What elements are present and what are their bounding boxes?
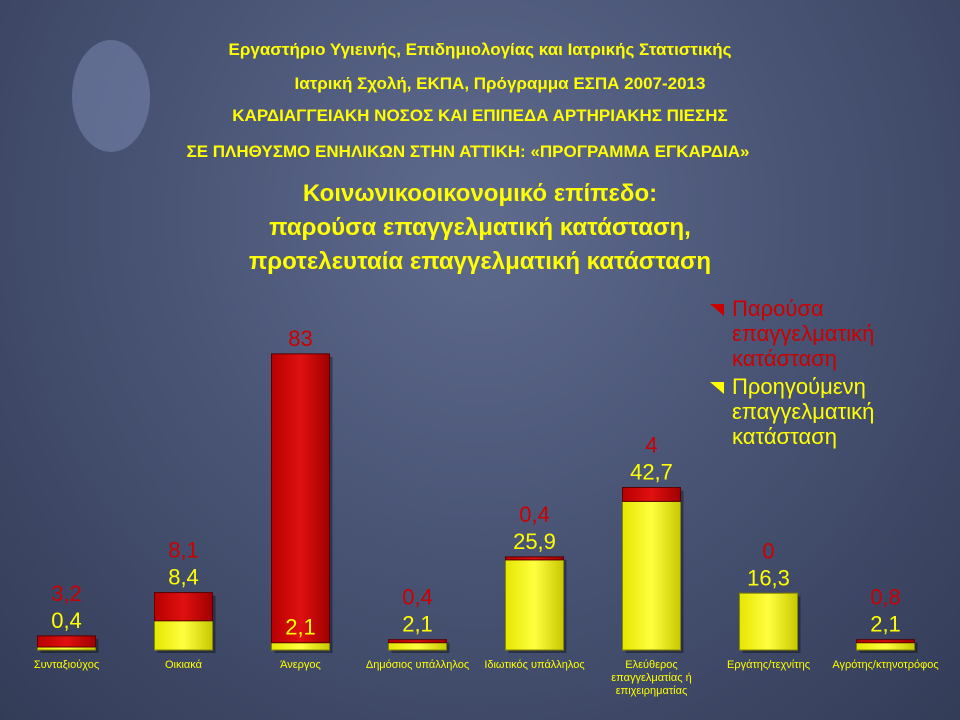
- bar-current: [388, 639, 447, 644]
- legend-label-previous-2: επαγγελματική: [732, 399, 875, 424]
- legend-label-current-3: κατάσταση: [732, 346, 838, 371]
- legend-label-previous-3: κατάσταση: [732, 424, 838, 449]
- chart-title-line-3: προτελευταία επαγγελματική κατάσταση: [248, 248, 712, 275]
- category-label: Ελεύθερος: [625, 659, 677, 671]
- bar-previous: [388, 642, 447, 651]
- category-label: Δημόσιος υπάλληλος: [366, 659, 469, 671]
- legend-swatch-current: [710, 304, 724, 316]
- bar-current: [154, 592, 213, 622]
- header-line-1: Εργαστήριο Υγιεινής, Επιδημιολογίας και …: [228, 40, 732, 59]
- bar-previous: [271, 642, 330, 651]
- chart-title-line-1: Κοινωνικοοικονομικό επίπεδο:: [302, 180, 658, 207]
- category-label: Συνταξιούχος: [34, 659, 99, 671]
- category-label: Ιδιωτικός υπάλληλος: [484, 659, 584, 671]
- bar-current: [505, 556, 564, 561]
- bar-previous: [154, 620, 213, 651]
- chart-legend: Παρούσα επαγγελματική κατάσταση Προηγούμ…: [708, 296, 948, 449]
- data-label-current: 0,4: [402, 585, 433, 610]
- category-label: Άνεργος: [280, 659, 321, 671]
- category-label: Εργάτης/τεχνίτης: [727, 659, 810, 671]
- data-label-current: 3,2: [51, 581, 82, 606]
- data-label-previous: 16,3: [747, 565, 790, 590]
- bar-previous: [622, 500, 681, 651]
- data-label-previous: 2,1: [402, 612, 433, 637]
- data-label-previous: 2,1: [870, 612, 901, 637]
- bar-previous: [739, 592, 798, 651]
- data-label-current: 8,1: [168, 538, 199, 563]
- data-label-previous: 2,1: [285, 615, 316, 640]
- data-label-current: 83: [288, 326, 312, 351]
- bar-previous: [505, 559, 564, 651]
- legend-label-current-2: επαγγελματική: [732, 321, 875, 346]
- category-label: επαγγελματίας ή: [611, 672, 691, 684]
- legend-item-current: Παρούσα επαγγελματική κατάσταση: [708, 296, 948, 371]
- data-label-current: 0,8: [870, 585, 901, 610]
- chart-title: Κοινωνικοοικονομικό επίπεδο: παρούσα επα…: [0, 177, 960, 279]
- bar-current: [856, 639, 915, 644]
- legend-swatch-previous: [710, 382, 724, 394]
- header-line-3: ΚΑΡΔΙΑΓΓΕΙΑΚΗ ΝΟΣΟΣ ΚΑΙ ΕΠΙΠΕΔΑ ΑΡΤΗΡΙΑΚ…: [232, 106, 728, 125]
- legend-item-previous: Προηγούμενη επαγγελματική κατάσταση: [708, 374, 948, 449]
- data-label-previous: 25,9: [513, 529, 556, 554]
- header-line-2: Ιατρική Σχολή, ΕΚΠΑ, Πρόγραμμα ΕΣΠΑ 2007…: [294, 74, 706, 93]
- legend-label-current-1: Παρούσα: [732, 296, 824, 321]
- data-label-previous: 42,7: [630, 459, 673, 484]
- bar-current: [271, 353, 330, 644]
- data-label-current: 4: [645, 432, 657, 457]
- chart-title-line-2: παρούσα επαγγελματική κατάσταση,: [269, 214, 691, 241]
- category-label: Οικιακά: [165, 659, 203, 671]
- data-label-current: 0: [762, 538, 774, 563]
- bar-current: [622, 486, 681, 502]
- data-label-previous: 8,4: [168, 565, 199, 590]
- data-label-current: 0,4: [519, 502, 550, 527]
- legend-label-previous-1: Προηγούμενη: [732, 374, 866, 399]
- category-label: επιχειρηματίας: [616, 685, 688, 697]
- category-label: Αγρότης/κτηνοτρόφος: [832, 659, 938, 671]
- data-label-previous: 0,4: [51, 608, 82, 633]
- bar-current: [37, 635, 96, 648]
- university-seal-logo: [72, 40, 150, 152]
- header-line-4: ΣΕ ΠΛΗΘΥΣΜΟ ΕΝΗΛΙΚΩΝ ΣΤΗΝ ΑΤΤΙΚΗ: «ΠΡΟΓΡ…: [186, 142, 750, 161]
- bar-previous: [856, 642, 915, 651]
